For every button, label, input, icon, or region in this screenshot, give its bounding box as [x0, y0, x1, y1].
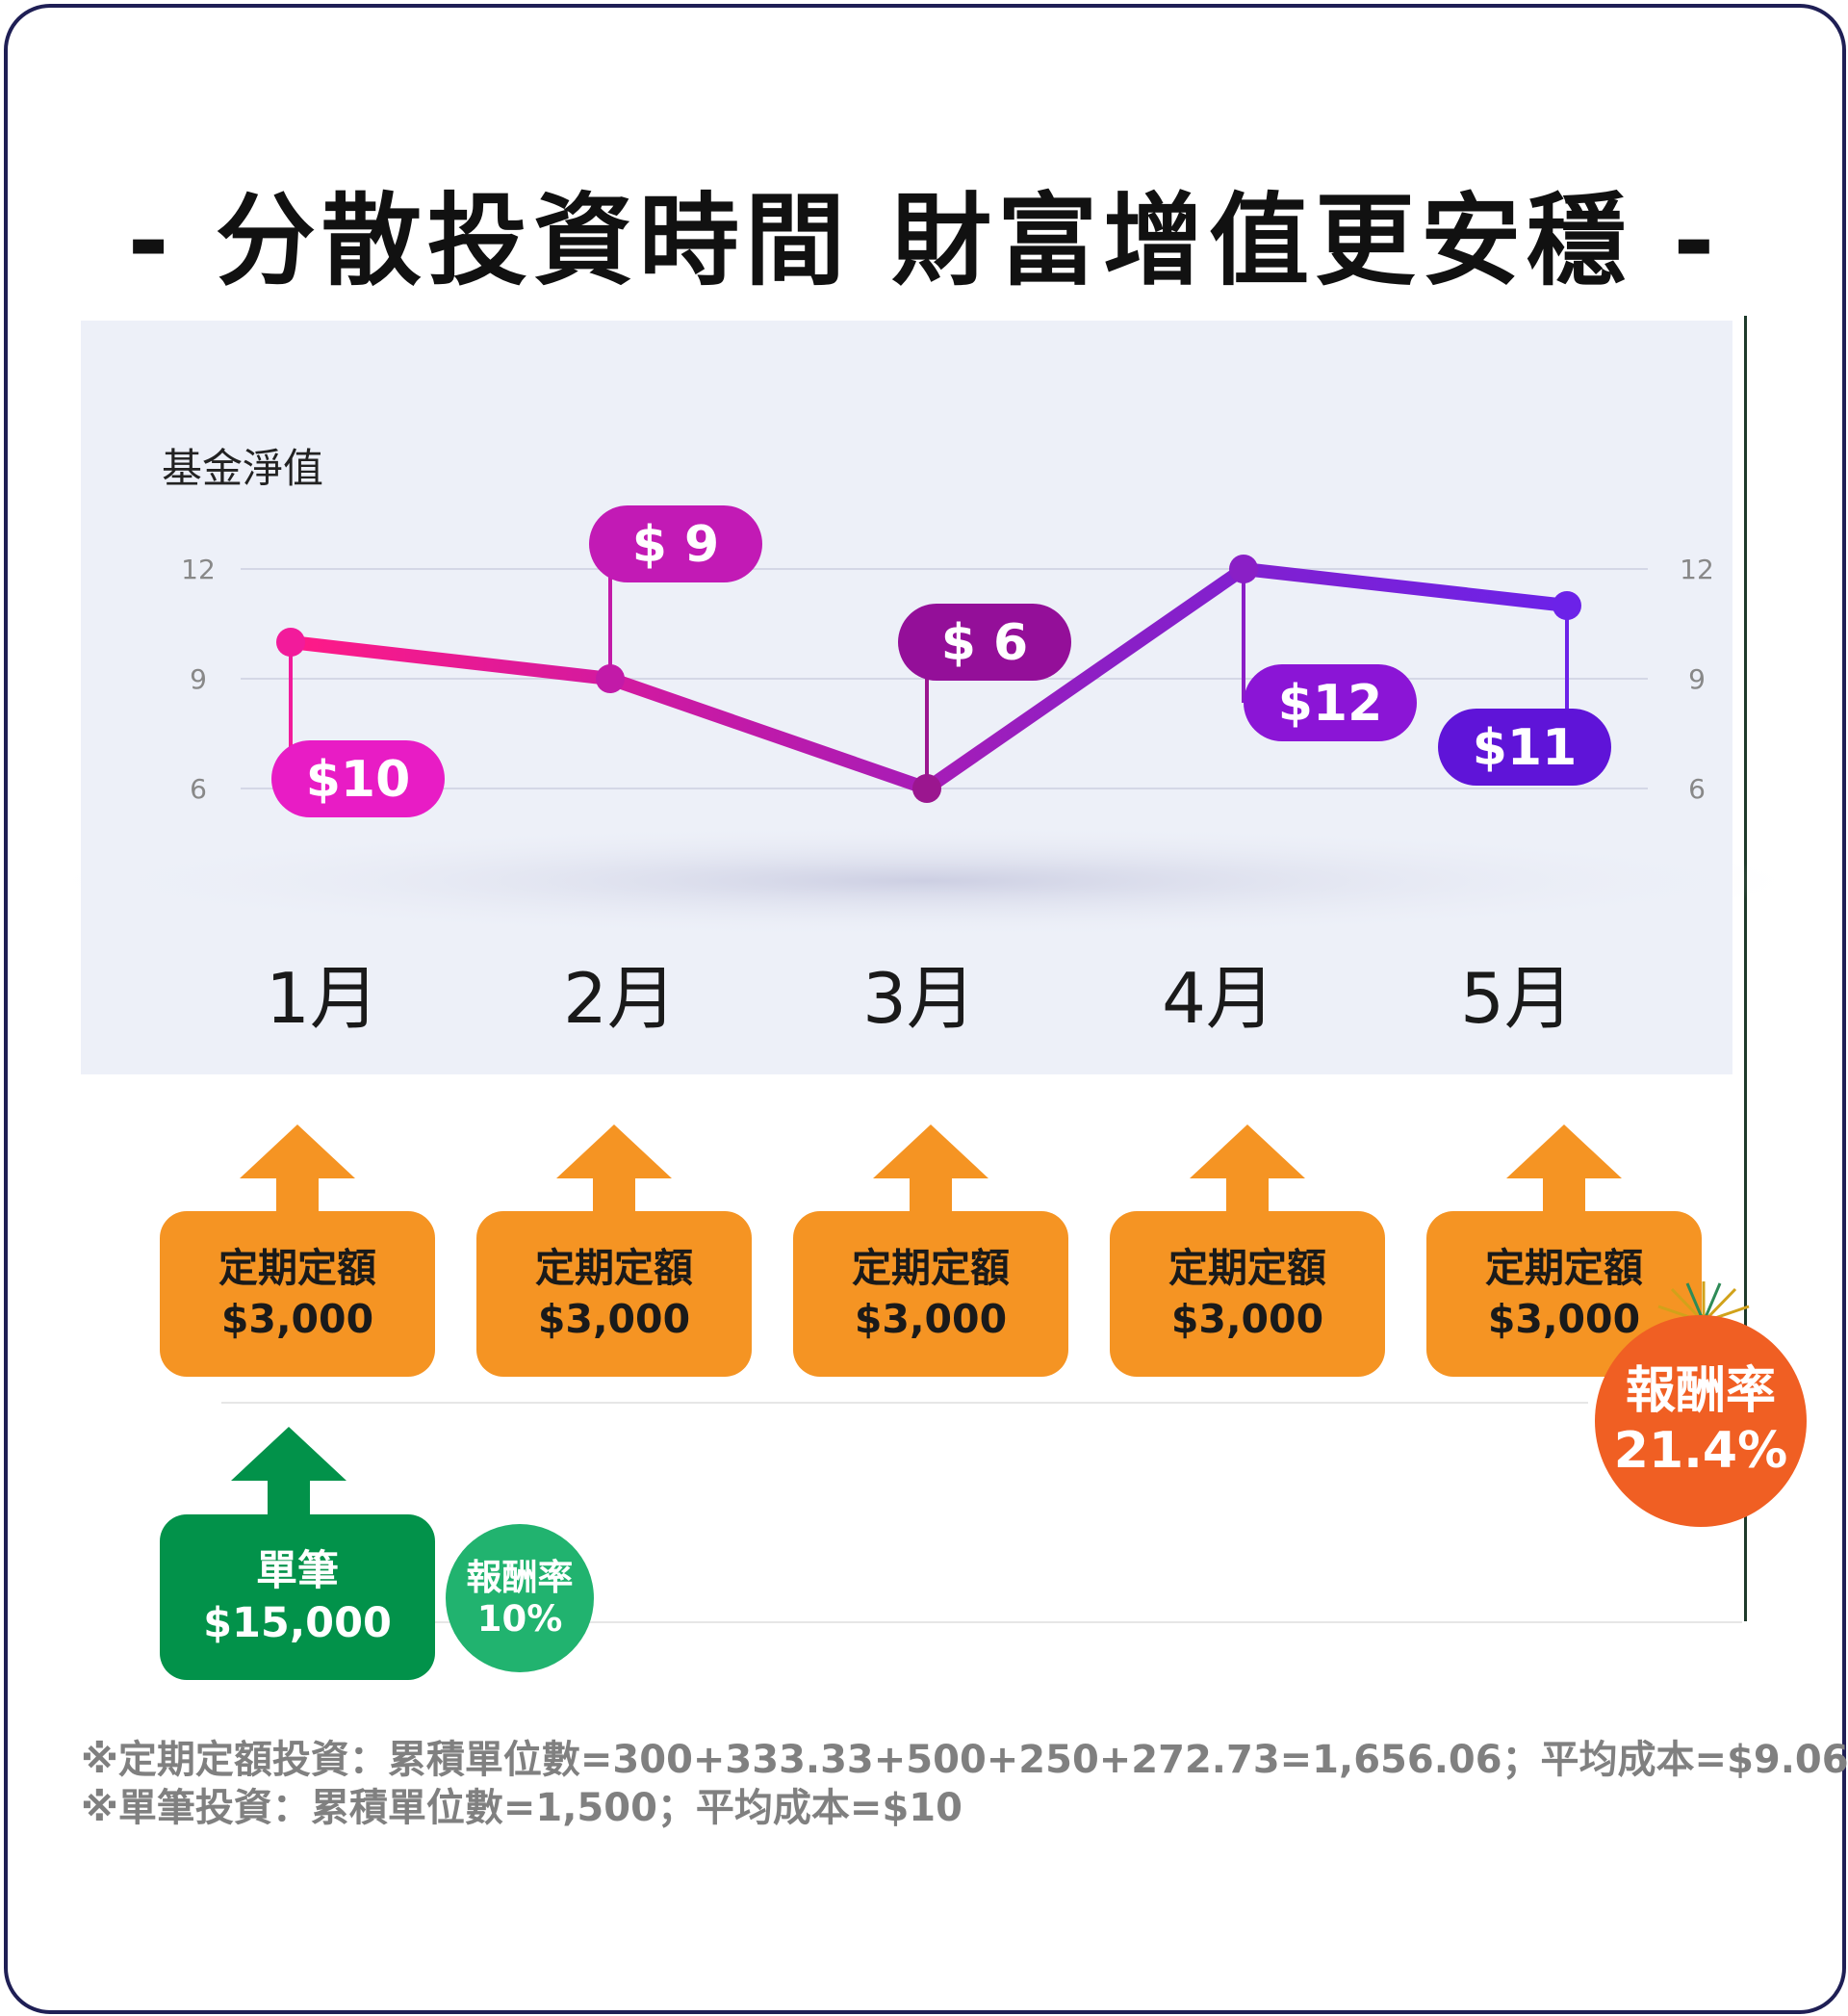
- y-tick-left: 9: [190, 663, 207, 695]
- value-label: $ 9: [632, 516, 719, 574]
- regular-amount: $3,000: [220, 1296, 374, 1342]
- regular-arrow: [873, 1124, 988, 1213]
- value-label-pill: [1438, 709, 1611, 786]
- value-label-pill: [271, 740, 445, 817]
- x-tick-label: 1月: [266, 958, 379, 1039]
- regular-label: 定期定額: [218, 1245, 376, 1291]
- regular-arrow: [1506, 1124, 1622, 1213]
- regular-label: 定期定額: [1168, 1245, 1326, 1291]
- data-point: [276, 628, 305, 657]
- regular-arrow: [240, 1124, 355, 1213]
- value-label-pill: [1244, 664, 1417, 741]
- lump-arrow: [231, 1427, 346, 1523]
- right-rule: [1744, 316, 1747, 1621]
- data-point: [1553, 591, 1581, 620]
- regular-label: 定期定額: [1485, 1245, 1643, 1291]
- footnote-regular: ※定期定額投資：累積單位數=300+333.33+500+250+272.73=…: [81, 1738, 1848, 1782]
- x-tick-label: 5月: [1460, 958, 1574, 1039]
- regular-return-badge: 報酬率 21.4%: [1595, 1315, 1807, 1527]
- row-divider-lower: [221, 1621, 1742, 1623]
- lump-sum-label: 單筆: [256, 1547, 339, 1595]
- regular-amount: $3,000: [854, 1296, 1008, 1342]
- chart-floor-shadow: [58, 823, 1790, 939]
- x-tick-label: 3月: [862, 958, 976, 1039]
- lump-sum-amount: $15,000: [203, 1599, 392, 1647]
- y-tick-right: 6: [1688, 773, 1706, 805]
- value-label-pill: [589, 505, 762, 582]
- regular-investment-box: 定期定額 $3,000: [1426, 1211, 1702, 1377]
- lump-return-label: 報酬率: [466, 1557, 574, 1598]
- y-axis-label: 基金淨值: [162, 445, 324, 492]
- y-tick-left: 12: [181, 554, 216, 585]
- chart-panel: [81, 321, 1732, 1074]
- x-tick-label: 4月: [1162, 958, 1275, 1039]
- regular-amount: $3,000: [537, 1296, 691, 1342]
- value-label: $ 6: [941, 614, 1028, 672]
- regular-investment-box: 定期定額 $3,000: [1110, 1211, 1385, 1377]
- regular-label: 定期定額: [852, 1245, 1010, 1291]
- lump-sum-box: 單筆 $15,000: [160, 1514, 435, 1680]
- data-point: [1229, 555, 1258, 583]
- regular-arrow: [556, 1124, 672, 1213]
- lump-return-value: 10%: [476, 1598, 563, 1640]
- regular-amount: $3,000: [1487, 1296, 1641, 1342]
- regular-investment-box: 定期定額 $3,000: [160, 1211, 435, 1377]
- regular-investment-box: 定期定額 $3,000: [476, 1211, 752, 1377]
- y-tick-right: 12: [1680, 554, 1714, 585]
- value-label: $12: [1278, 675, 1383, 733]
- data-point: [596, 664, 625, 693]
- footnote-lump: ※單筆投資：累積單位數=1,500；平均成本=$10: [81, 1786, 962, 1830]
- nav-line-chart: 12 12 9 9 6 6 $10 $ 9 $ 6 $12 $11: [58, 505, 1790, 939]
- regular-return-label: 報酬率: [1625, 1362, 1776, 1420]
- regular-label: 定期定額: [535, 1245, 693, 1291]
- x-tick-label: 2月: [563, 958, 677, 1039]
- y-tick-left: 6: [190, 773, 207, 805]
- lump-return-badge: 報酬率 10%: [446, 1524, 594, 1672]
- row-divider-upper: [221, 1402, 1588, 1404]
- page-title: - 分散投資時間 財富增值更安穩 -: [127, 182, 1721, 299]
- data-point: [912, 774, 941, 803]
- y-tick-right: 9: [1688, 663, 1706, 695]
- value-label-pill: [898, 604, 1071, 681]
- regular-return-value: 21.4%: [1613, 1422, 1788, 1480]
- regular-arrow: [1190, 1124, 1305, 1213]
- value-label: $10: [306, 751, 411, 809]
- regular-investment-box: 定期定額 $3,000: [793, 1211, 1068, 1377]
- value-label: $11: [1473, 719, 1578, 777]
- regular-amount: $3,000: [1170, 1296, 1324, 1342]
